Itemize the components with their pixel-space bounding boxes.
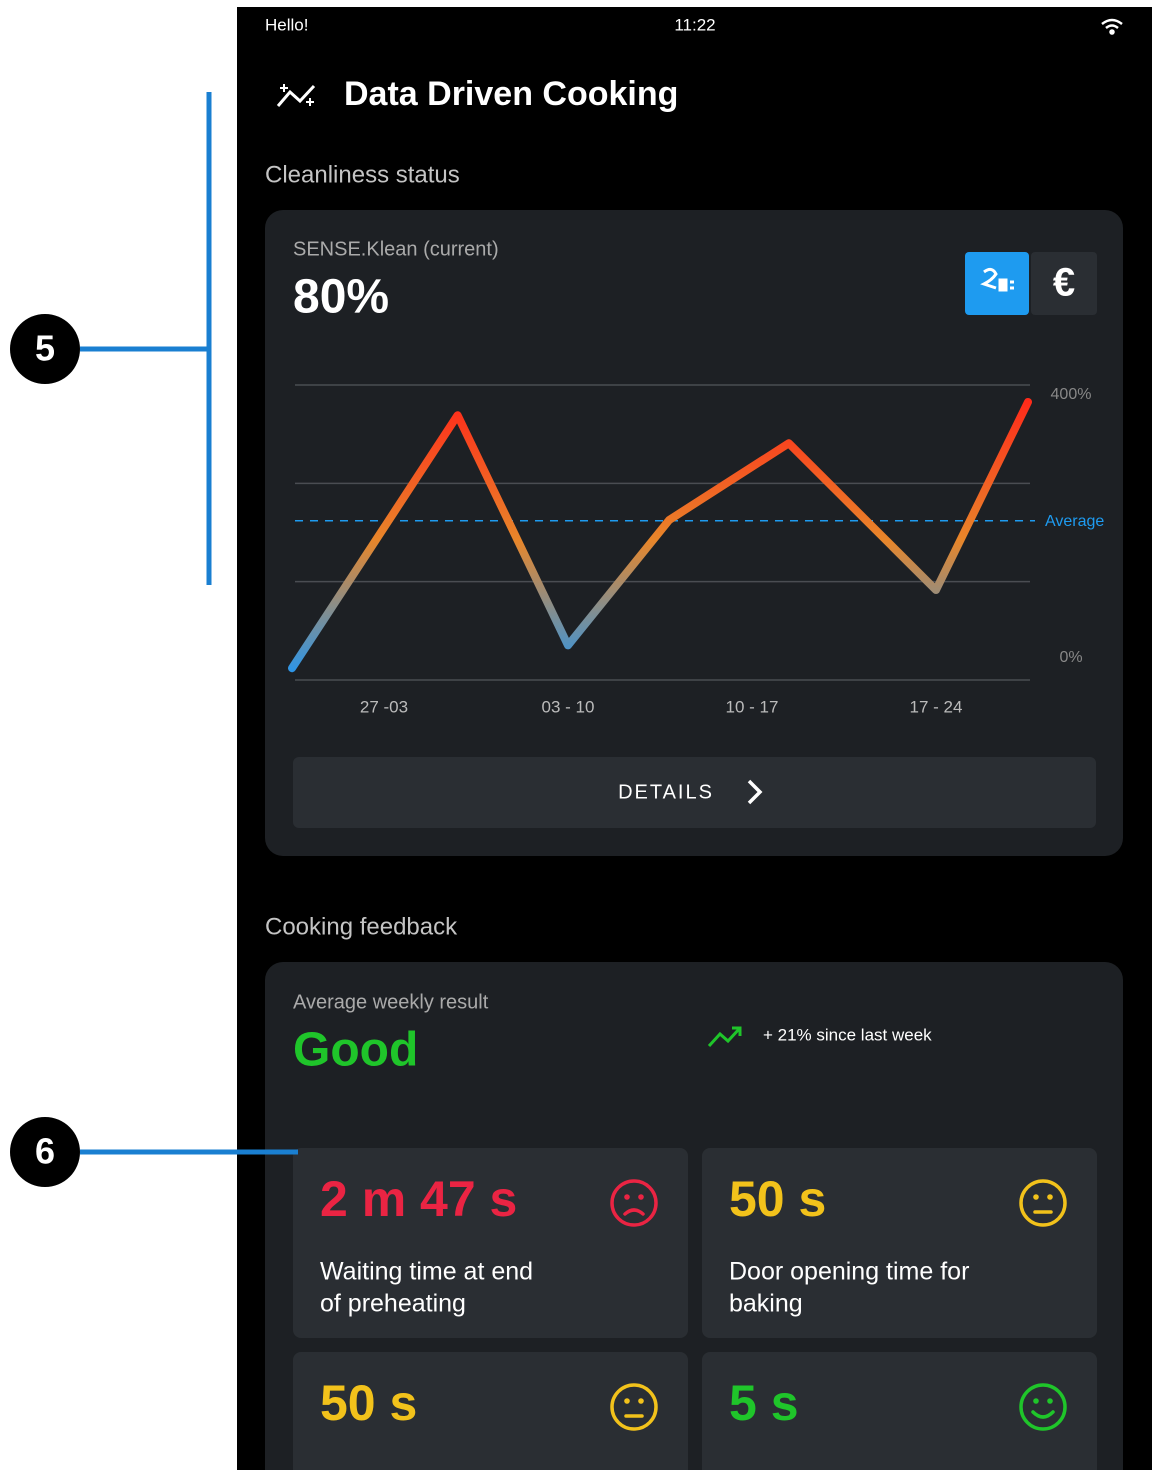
chart: 0% 400% 27 -03 03 - 10 10 - 17 17 - 24 Average xyxy=(288,384,1104,716)
callout-number: 5 xyxy=(35,328,55,369)
metric-label: Waiting time at end xyxy=(320,1258,533,1286)
x-tick-label: 03 - 10 xyxy=(542,697,595,716)
trend-icon xyxy=(707,1026,742,1048)
details-button[interactable] xyxy=(293,757,1096,828)
details-label: DETAILS xyxy=(618,781,714,803)
card-label: SENSE.Klean (current) xyxy=(293,238,499,260)
status-face-eye xyxy=(638,1398,644,1404)
tiles: 2 m 47 s Waiting time at end of preheating… xyxy=(293,1148,1097,1470)
chevron-icon xyxy=(747,779,763,805)
trend-icon xyxy=(732,1026,742,1036)
y-tick-label: 400% xyxy=(1051,386,1092,403)
currency-symbol: € xyxy=(1053,261,1075,305)
card-label: Average weekly result xyxy=(293,991,489,1013)
y-tick-label: 0% xyxy=(1059,649,1082,666)
callout-5: 5 xyxy=(10,92,212,585)
status-face-eye xyxy=(1047,1194,1053,1200)
metric-tile xyxy=(293,1148,688,1338)
average-label: Average xyxy=(1045,513,1104,530)
feedback-card xyxy=(265,962,1123,1470)
callout-number: 6 xyxy=(35,1131,55,1172)
status-face xyxy=(610,1383,658,1431)
status-face-eye xyxy=(638,1194,644,1200)
status-face xyxy=(1019,1383,1067,1431)
metric-value: 50 s xyxy=(320,1375,417,1431)
x-tick-label: 10 - 17 xyxy=(726,697,779,716)
metric-tile xyxy=(702,1148,1097,1338)
section-title: Cleanliness status xyxy=(265,161,460,188)
metric-label: Door opening time for xyxy=(729,1258,969,1286)
trend: + 21% since last week xyxy=(763,1025,932,1044)
callout-6: 6 xyxy=(10,1117,298,1187)
currency-toggle[interactable] xyxy=(1031,252,1097,315)
data-line xyxy=(288,397,1032,673)
app-title: Data Driven Cooking xyxy=(344,75,678,113)
current-value: 80% xyxy=(293,271,389,324)
status-left: Hello! xyxy=(265,15,308,34)
plug-icon xyxy=(980,267,1014,292)
x-tick-label: 17 - 24 xyxy=(910,697,963,716)
status-face xyxy=(610,1179,658,1227)
status-face-eye xyxy=(1033,1194,1039,1200)
metric-label: baking xyxy=(729,1290,803,1318)
status-face-eye xyxy=(624,1194,630,1200)
energy-toggle[interactable] xyxy=(965,252,1029,315)
status-face-eye xyxy=(1047,1398,1053,1404)
wifi-icon xyxy=(1101,18,1123,35)
cleanliness-card xyxy=(265,210,1123,856)
metric-value: 5 s xyxy=(729,1375,799,1431)
x-tick-label: 27 -03 xyxy=(360,697,408,716)
app-icon xyxy=(276,84,316,107)
metric-value: 50 s xyxy=(729,1171,826,1227)
status-face-eye xyxy=(624,1398,630,1404)
section-title: Cooking feedback xyxy=(265,913,458,940)
metric-tile xyxy=(293,1352,688,1470)
status-face xyxy=(1019,1179,1067,1227)
status-face-eye xyxy=(1033,1398,1039,1404)
result: Good xyxy=(293,1024,418,1077)
status-face-mouth xyxy=(1031,1410,1055,1419)
metric-label: of preheating xyxy=(320,1290,466,1318)
metric-value: 2 m 47 s xyxy=(320,1171,517,1227)
status-time: 11:22 xyxy=(674,15,715,34)
status-face-mouth xyxy=(623,1208,645,1216)
metric-tile xyxy=(702,1352,1097,1470)
